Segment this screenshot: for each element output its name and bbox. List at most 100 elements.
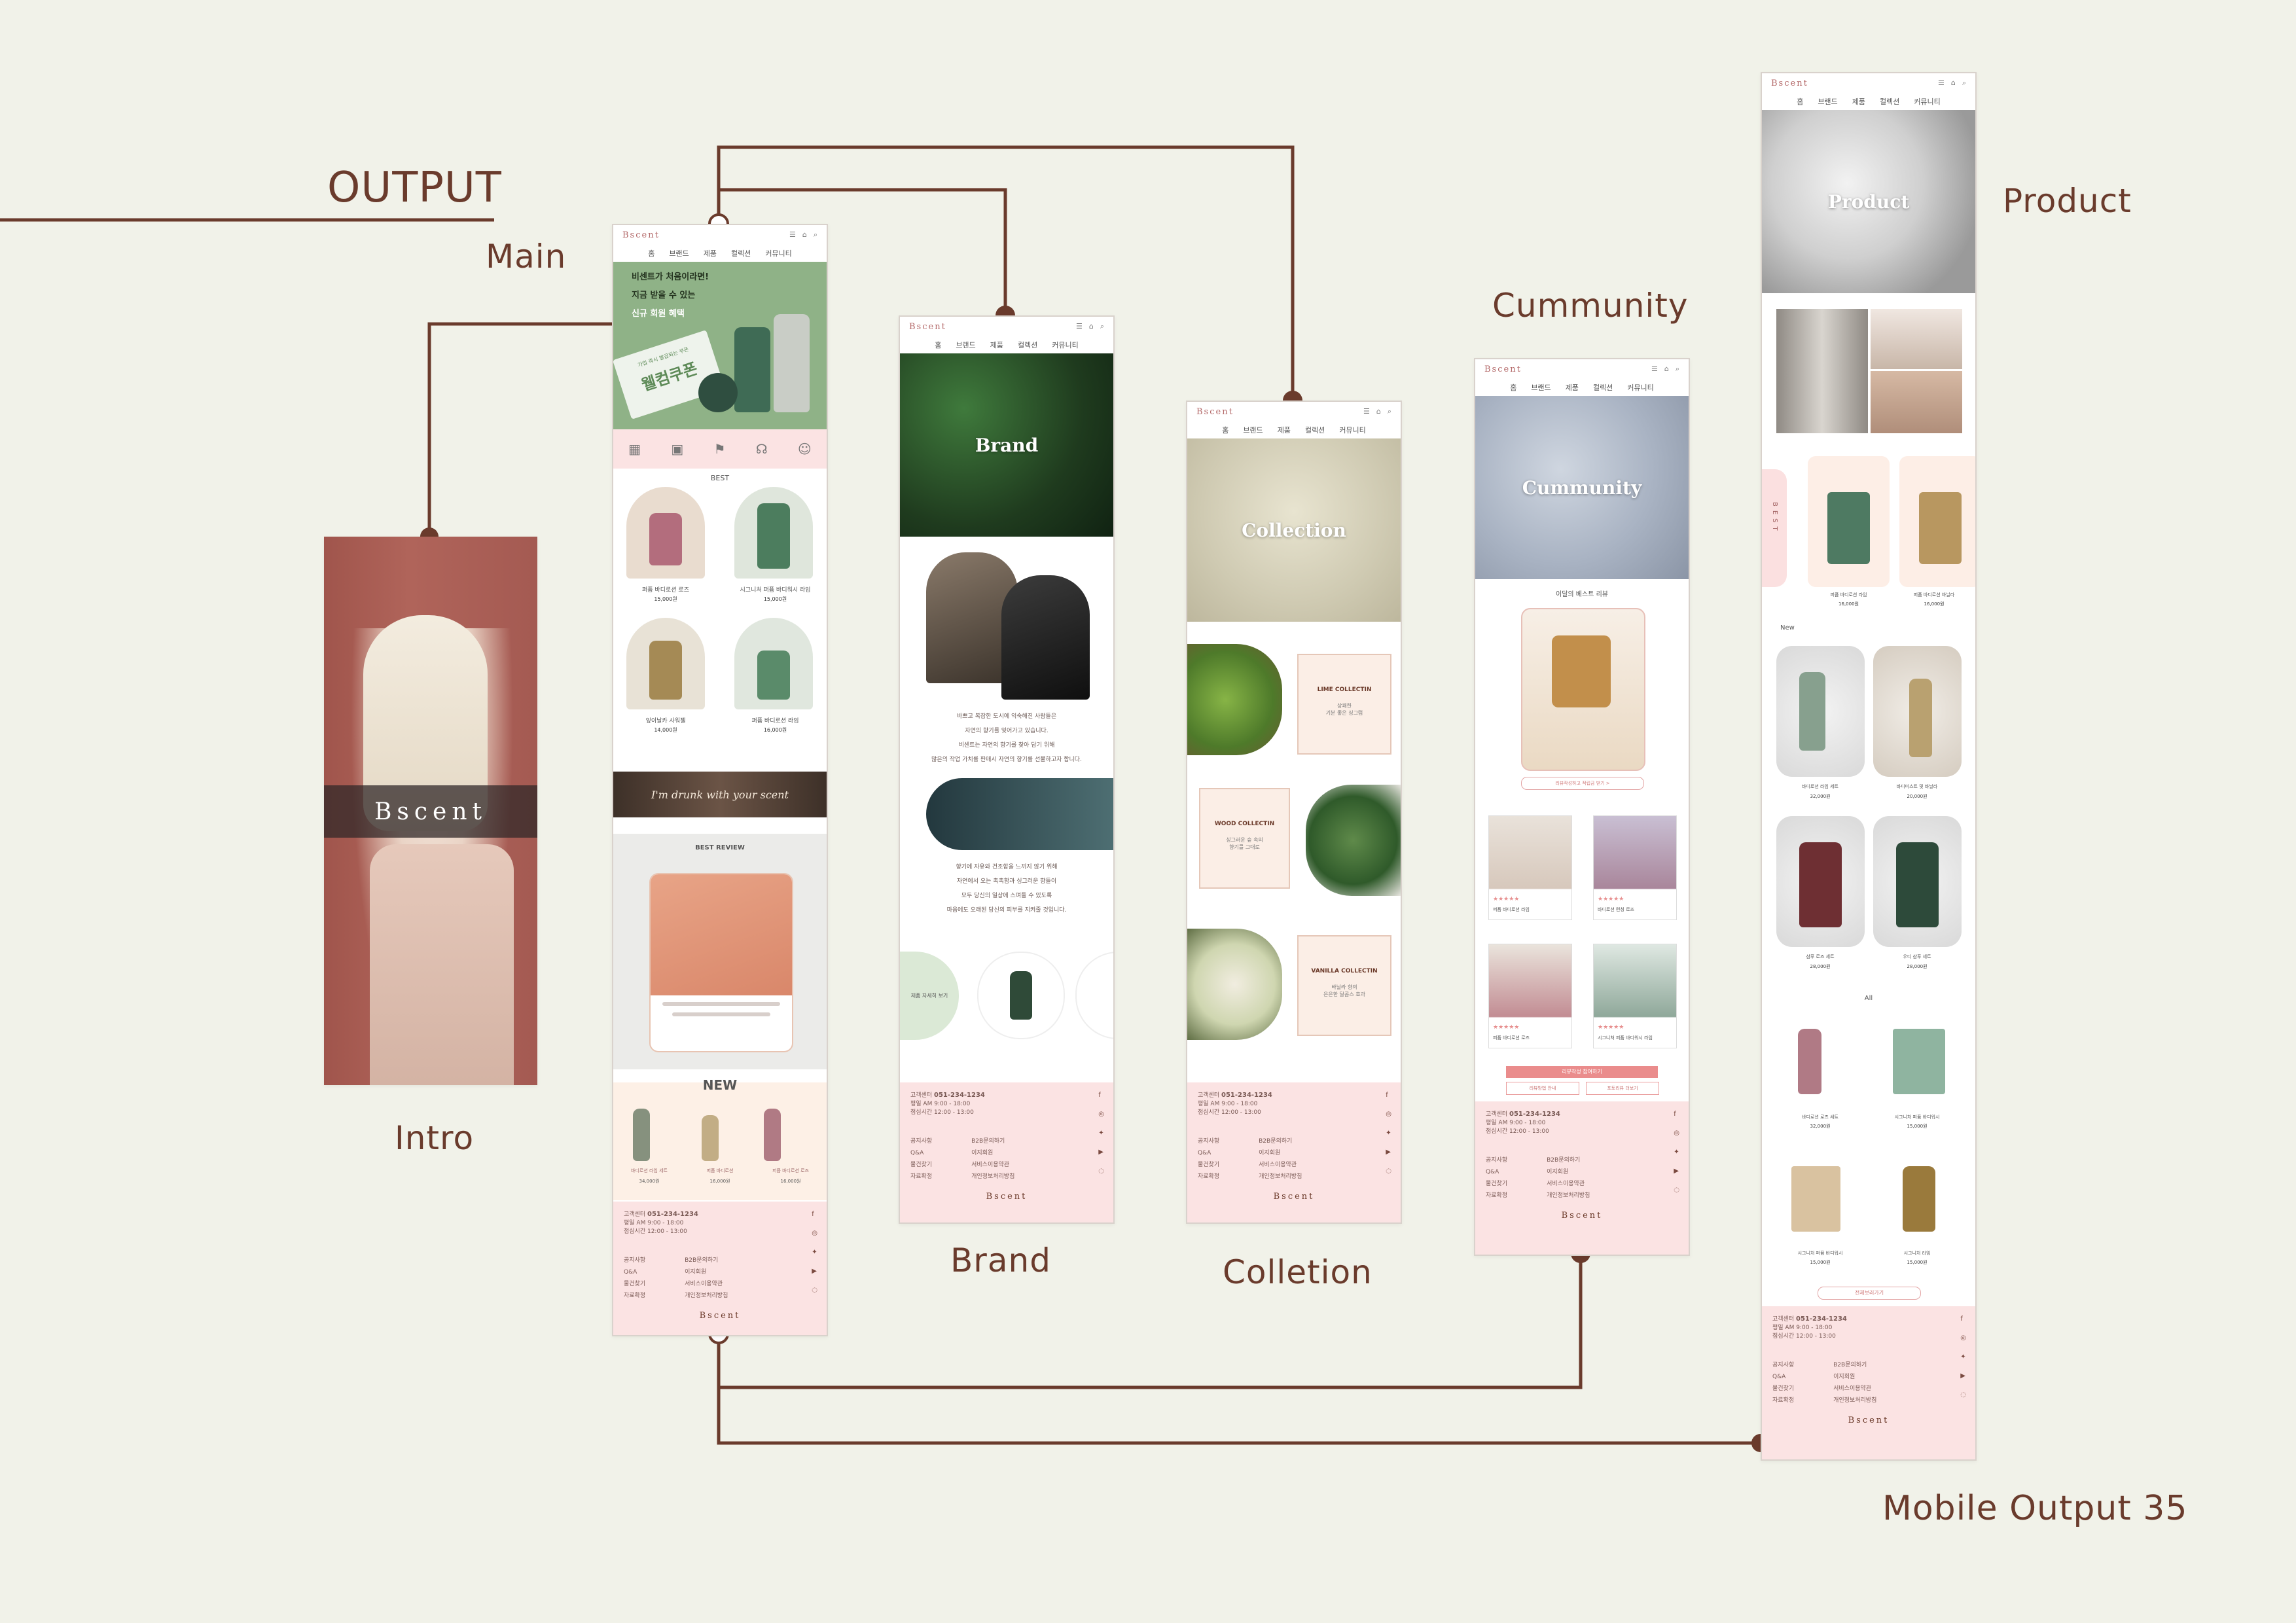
footer-tel[interactable]: 051-234-1234 xyxy=(1796,1315,1847,1323)
footer-tel[interactable]: 051-234-1234 xyxy=(1509,1111,1560,1118)
search-icon[interactable]: ⌕ xyxy=(1100,322,1104,330)
chat-icon[interactable]: ◌ xyxy=(1098,1168,1104,1175)
nav-community[interactable]: 커뮤니티 xyxy=(1914,98,1941,106)
logo[interactable]: Bscent xyxy=(1771,78,1808,88)
footer-link[interactable]: 개인정보처리방침 xyxy=(1547,1192,1590,1199)
chat-icon[interactable]: ◌ xyxy=(1674,1186,1679,1194)
twitter-icon[interactable]: ✦ xyxy=(1960,1353,1966,1361)
all-item-4[interactable] xyxy=(1903,1166,1935,1232)
nav-home[interactable]: 홈 xyxy=(1797,98,1804,106)
instagram-icon[interactable]: ◎ xyxy=(1386,1111,1391,1118)
footer-link[interactable]: 물건찾기 xyxy=(1772,1385,1795,1392)
brand-product-circle-2[interactable] xyxy=(1075,952,1113,1039)
user-icon[interactable]: ☺ xyxy=(797,441,812,457)
nav-community[interactable]: 커뮤니티 xyxy=(1339,426,1366,435)
menu-icon[interactable]: ☰ xyxy=(789,230,796,239)
footer-link[interactable]: 공지사항 xyxy=(1486,1157,1508,1164)
nav-home[interactable]: 홈 xyxy=(1510,383,1517,392)
search-icon[interactable]: ⌕ xyxy=(813,230,817,239)
nav-collection[interactable]: 컬렉션 xyxy=(1592,383,1613,392)
youtube-icon[interactable]: ▶ xyxy=(1674,1168,1679,1175)
chat-icon[interactable]: ◌ xyxy=(812,1287,817,1294)
cart-icon[interactable]: ⌂ xyxy=(1088,322,1094,330)
vanilla-card[interactable]: VANILLA COLLECTIN 바닐라 향의 은은한 달콤스 효과 xyxy=(1297,935,1391,1036)
footer-link[interactable]: 서비스이용약관 xyxy=(685,1281,723,1287)
view-all-button[interactable]: 전체보러가기 xyxy=(1818,1287,1921,1300)
review-link[interactable]: 리뷰작성하고 적립금 받기 > xyxy=(1521,777,1644,790)
review-thumb-3[interactable]: ★★★★★ 퍼퓸 바디로션 로즈 xyxy=(1488,944,1572,1048)
search-icon[interactable]: ⌕ xyxy=(1675,365,1679,373)
footer-link[interactable]: 이지회원 xyxy=(1547,1169,1569,1175)
footer-link[interactable]: Q&A xyxy=(1198,1150,1211,1156)
nav-brand[interactable]: 브랜드 xyxy=(1818,98,1838,106)
footer-link[interactable]: 공지사항 xyxy=(624,1257,646,1264)
footer-link[interactable]: 자료확정 xyxy=(1772,1397,1795,1404)
logo[interactable]: Bscent xyxy=(622,230,660,240)
nav-community[interactable]: 커뮤니티 xyxy=(765,249,792,258)
new-card-4[interactable] xyxy=(1873,816,1962,947)
all-item-2[interactable] xyxy=(1893,1029,1945,1094)
instagram-icon[interactable]: ◎ xyxy=(812,1230,817,1237)
twitter-icon[interactable]: ✦ xyxy=(812,1249,817,1256)
youtube-icon[interactable]: ▶ xyxy=(1960,1372,1965,1380)
chat-icon[interactable]: ◌ xyxy=(1960,1391,1966,1399)
twitter-icon[interactable]: ✦ xyxy=(1386,1130,1391,1137)
footer-link[interactable]: 공지사항 xyxy=(910,1138,933,1145)
nav-collection[interactable]: 컬렉션 xyxy=(1879,98,1900,106)
footer-link[interactable]: 개인정보처리방침 xyxy=(1833,1397,1877,1404)
nav-community[interactable]: 커뮤니티 xyxy=(1627,383,1654,392)
footer-link[interactable]: B2B문의하기 xyxy=(1259,1138,1293,1145)
review-thumb-2[interactable]: ★★★★★ 바디로션 런칭 로즈 xyxy=(1593,815,1677,920)
footer-tel[interactable]: 051-234-1234 xyxy=(647,1211,698,1218)
footer-link[interactable]: 물건찾기 xyxy=(1198,1162,1220,1168)
nav-community[interactable]: 커뮤니티 xyxy=(1052,341,1079,349)
footer-link[interactable]: 자료확정 xyxy=(624,1293,646,1299)
nav-home[interactable]: 홈 xyxy=(1222,426,1229,435)
brand-product-circle[interactable] xyxy=(977,952,1065,1039)
grid-icon[interactable]: ▦ xyxy=(628,441,641,457)
nav-brand[interactable]: 브랜드 xyxy=(669,249,689,258)
facebook-icon[interactable]: f xyxy=(1674,1111,1676,1118)
footer-link[interactable]: Q&A xyxy=(1486,1169,1499,1175)
footer-tel[interactable]: 051-234-1234 xyxy=(934,1092,985,1099)
footer-link[interactable]: 물건찾기 xyxy=(624,1281,646,1287)
new-card-2[interactable] xyxy=(1873,646,1962,777)
twitter-icon[interactable]: ✦ xyxy=(1098,1130,1104,1137)
youtube-icon[interactable]: ▶ xyxy=(812,1268,817,1275)
search-icon[interactable]: ⌕ xyxy=(1962,79,1966,87)
footer-link[interactable]: 공지사항 xyxy=(1772,1362,1795,1368)
headset-icon[interactable]: ☊ xyxy=(755,441,768,457)
best-item-2[interactable] xyxy=(734,487,813,579)
logo[interactable]: Bscent xyxy=(1196,406,1234,417)
footer-link[interactable]: 자료확정 xyxy=(910,1173,933,1180)
nav-home[interactable]: 홈 xyxy=(648,249,655,258)
all-item-1[interactable] xyxy=(1798,1029,1821,1094)
footer-tel[interactable]: 051-234-1234 xyxy=(1221,1092,1272,1099)
footer-link[interactable]: B2B문의하기 xyxy=(971,1138,1005,1145)
guide-button[interactable]: 리뷰방법 안내 xyxy=(1506,1082,1579,1095)
cart-icon[interactable]: ⌂ xyxy=(1664,365,1669,373)
cart-icon[interactable]: ⌂ xyxy=(1376,407,1381,416)
facebook-icon[interactable]: f xyxy=(1098,1092,1101,1099)
logo[interactable]: Bscent xyxy=(909,321,946,332)
footer-link[interactable]: Q&A xyxy=(1772,1374,1786,1380)
menu-icon[interactable]: ☰ xyxy=(1651,365,1658,373)
menu-icon[interactable]: ☰ xyxy=(1363,407,1370,416)
nav-collection[interactable]: 컬렉션 xyxy=(1304,426,1325,435)
footer-link[interactable]: 서비스이용약관 xyxy=(1833,1385,1872,1392)
search-icon[interactable]: ⌕ xyxy=(1387,407,1391,416)
nav-brand[interactable]: 브랜드 xyxy=(956,341,976,349)
nav-collection[interactable]: 컬렉션 xyxy=(730,249,751,258)
footer-link[interactable]: 서비스이용약관 xyxy=(1547,1181,1585,1187)
nav-product[interactable]: 제품 xyxy=(1565,383,1579,392)
lime-card[interactable]: LIME COLLECTIN 상쾌한 기분 좋은 싱그럼 xyxy=(1297,654,1391,755)
instagram-icon[interactable]: ◎ xyxy=(1674,1130,1679,1137)
nav-product[interactable]: 제품 xyxy=(703,249,717,258)
youtube-icon[interactable]: ▶ xyxy=(1386,1149,1391,1156)
nav-brand[interactable]: 브랜드 xyxy=(1531,383,1551,392)
best-item-1[interactable] xyxy=(626,487,705,579)
footer-link[interactable]: 이지회원 xyxy=(685,1269,707,1275)
new-bottle-2[interactable] xyxy=(702,1115,719,1161)
nav-collection[interactable]: 컬렉션 xyxy=(1017,341,1038,349)
new-card-3[interactable] xyxy=(1776,816,1865,947)
